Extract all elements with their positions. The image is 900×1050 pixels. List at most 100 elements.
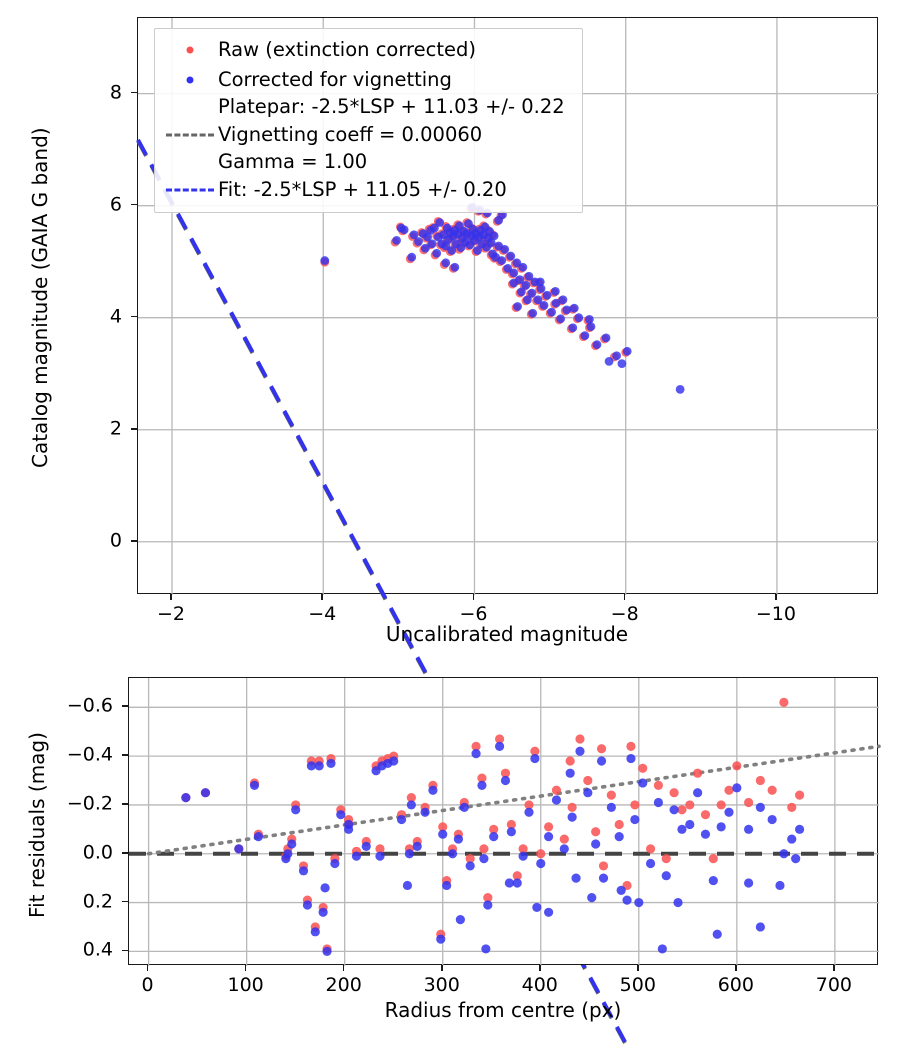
y-tick-label: 0.4 bbox=[82, 938, 113, 961]
data-point bbox=[596, 744, 607, 754]
data-point bbox=[512, 871, 522, 881]
data-point bbox=[344, 824, 354, 834]
series-points bbox=[320, 202, 685, 394]
data-point bbox=[677, 824, 687, 834]
data-point bbox=[471, 749, 481, 759]
data-point bbox=[407, 252, 417, 262]
y-tick-label: 0 bbox=[109, 529, 122, 552]
data-point bbox=[575, 746, 585, 756]
data-point bbox=[420, 243, 430, 253]
data-point bbox=[533, 295, 543, 305]
data-point bbox=[441, 241, 451, 251]
data-point bbox=[562, 305, 572, 315]
data-point bbox=[653, 797, 664, 808]
legend-key-none bbox=[164, 95, 216, 120]
data-point bbox=[500, 775, 511, 786]
data-point bbox=[732, 761, 742, 771]
data-point bbox=[518, 851, 528, 861]
data-point bbox=[622, 346, 632, 356]
data-point bbox=[396, 814, 407, 825]
data-point bbox=[669, 805, 679, 815]
data-point bbox=[779, 849, 789, 859]
data-point bbox=[547, 307, 556, 317]
data-point bbox=[306, 761, 316, 771]
data-point bbox=[406, 800, 416, 810]
magnitude-plot-legend: Raw (extinction corrected) Corrected for … bbox=[154, 28, 583, 213]
data-point bbox=[732, 783, 742, 793]
fit-residuals-canvas bbox=[129, 678, 881, 966]
y-tick-label: 0.2 bbox=[82, 890, 113, 913]
data-point bbox=[604, 356, 614, 366]
data-point bbox=[375, 844, 385, 854]
data-point bbox=[506, 819, 516, 830]
data-point bbox=[585, 314, 594, 324]
data-point bbox=[565, 756, 575, 766]
data-point bbox=[700, 829, 711, 839]
y-tick-label: 6 bbox=[109, 193, 122, 216]
data-point bbox=[518, 262, 528, 272]
data-point bbox=[583, 775, 593, 786]
x-tick-mark bbox=[342, 965, 345, 971]
data-point bbox=[459, 802, 469, 812]
data-point bbox=[744, 878, 754, 888]
data-point bbox=[587, 893, 597, 903]
legend-entry: Platepar: -2.5*LSP + 11.03 +/- 0.22 bbox=[164, 95, 572, 120]
data-point bbox=[559, 834, 569, 844]
y-tick-label: 8 bbox=[109, 81, 122, 104]
legend-label: Fit: -2.5*LSP + 11.05 +/- 0.20 bbox=[218, 177, 507, 201]
y-tick-label: −0.4 bbox=[66, 743, 113, 766]
data-point bbox=[568, 323, 578, 333]
x-tick-label: 100 bbox=[227, 974, 264, 996]
data-point bbox=[794, 824, 805, 834]
x-tick-label: 700 bbox=[815, 974, 853, 996]
x-tick-label: 500 bbox=[619, 974, 656, 996]
data-point bbox=[489, 231, 499, 241]
data-point bbox=[626, 753, 636, 764]
data-point bbox=[330, 858, 340, 869]
data-point bbox=[530, 753, 540, 764]
data-point bbox=[442, 880, 452, 891]
data-point bbox=[744, 824, 754, 834]
x-tick-mark bbox=[321, 594, 324, 600]
legend-label: Vignetting coeff = 0.00060 bbox=[218, 122, 483, 146]
y-tick-label: 4 bbox=[109, 305, 122, 328]
x-tick-mark bbox=[833, 965, 835, 971]
data-point bbox=[536, 284, 546, 293]
data-point bbox=[527, 288, 537, 298]
top-yaxis-title: Catalog magnitude (GAIA G band) bbox=[28, 127, 52, 468]
data-point bbox=[512, 258, 522, 268]
data-point bbox=[447, 246, 457, 255]
data-point bbox=[626, 741, 636, 751]
data-point bbox=[767, 785, 777, 795]
y-tick-mark bbox=[122, 705, 128, 708]
data-point bbox=[500, 768, 511, 778]
x-tick-mark bbox=[637, 965, 639, 971]
data-point bbox=[528, 308, 538, 318]
data-point bbox=[412, 841, 422, 852]
data-point bbox=[402, 880, 413, 891]
legend-key-none bbox=[164, 150, 216, 175]
data-point bbox=[506, 827, 516, 837]
data-point bbox=[291, 805, 301, 815]
y-tick-mark bbox=[131, 427, 137, 430]
data-point bbox=[677, 805, 687, 815]
data-point bbox=[567, 802, 577, 812]
data-point bbox=[423, 232, 432, 242]
data-point bbox=[598, 861, 609, 871]
y-tick-mark bbox=[122, 949, 128, 952]
legend-entry: Corrected for vignetting bbox=[164, 65, 572, 95]
data-point bbox=[596, 756, 607, 766]
data-point bbox=[530, 746, 540, 756]
data-point bbox=[616, 885, 626, 895]
data-point bbox=[494, 734, 505, 744]
x-tick-label: −8 bbox=[610, 603, 639, 625]
data-point bbox=[427, 239, 437, 249]
y-tick-mark bbox=[131, 91, 137, 94]
x-tick-label: 0 bbox=[141, 974, 154, 996]
data-point bbox=[409, 230, 419, 240]
y-tick-mark bbox=[122, 754, 128, 756]
data-point bbox=[542, 290, 552, 300]
y-tick-label: −0.6 bbox=[66, 694, 113, 717]
legend-label: Gamma = 1.00 bbox=[218, 150, 368, 174]
